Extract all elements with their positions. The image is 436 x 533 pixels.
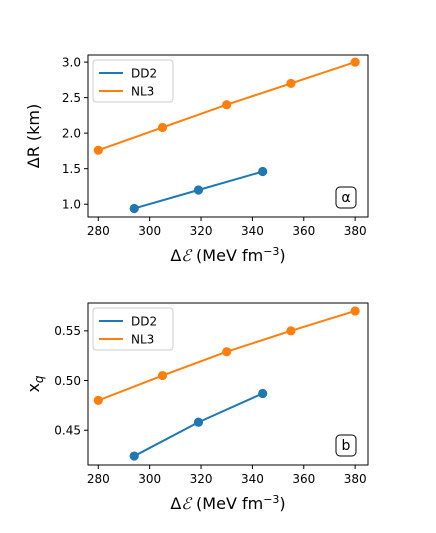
x-tick-label: 380 <box>344 224 367 238</box>
legend-label-dd2: DD2 <box>131 314 157 328</box>
data-point-nl3 <box>350 306 360 316</box>
x-tick-label: 300 <box>138 224 161 238</box>
data-point-dd2 <box>129 203 139 214</box>
panel-tag-box <box>335 434 357 457</box>
data-point-dd2 <box>258 388 268 399</box>
panel-tag-label: b <box>342 438 351 454</box>
x-tick-label: 360 <box>292 472 315 486</box>
x-tick-label: 360 <box>292 224 315 238</box>
plot-frame <box>87 54 369 218</box>
x-tick-label: 280 <box>87 224 110 238</box>
x-tick-label: 300 <box>138 472 161 486</box>
y-axis-title: ΔR (km) <box>24 104 43 168</box>
x-tick-label: 320 <box>190 472 213 486</box>
panel-tag: α <box>335 186 357 209</box>
y-tick-label: 3.0 <box>62 55 81 69</box>
data-point-nl3 <box>222 100 232 110</box>
y-tick-label: 0.50 <box>54 374 81 388</box>
y-axis-title: xq <box>24 375 46 392</box>
legend-label-nl3: NL3 <box>131 332 154 346</box>
data-point-dd2 <box>193 417 204 427</box>
legend-label-nl3: NL3 <box>131 84 154 98</box>
data-point-nl3 <box>157 370 168 381</box>
data-point-dd2 <box>129 451 139 461</box>
x-tick-label: 320 <box>190 224 213 238</box>
legend-label-dd2: DD2 <box>131 66 157 80</box>
data-point-nl3 <box>286 326 296 336</box>
y-tick-label: 1.5 <box>62 162 81 176</box>
panel-2: 280 300 320 340 360 380 0.45 0.50 0.55 Δℰ (MeV fm… <box>24 302 369 513</box>
data-point-nl3 <box>93 395 103 405</box>
data-point-dd2 <box>193 185 204 195</box>
data-point-nl3 <box>350 57 360 67</box>
data-point-nl3 <box>222 347 232 357</box>
y-tick-label: 1.0 <box>62 198 81 212</box>
data-point-nl3 <box>286 78 296 89</box>
y-tick-label: 2.0 <box>62 126 81 140</box>
x-tick-label: 340 <box>241 472 264 486</box>
y-tick-label: 2.5 <box>62 91 81 105</box>
data-point-nl3 <box>157 122 168 133</box>
panel-tag: b <box>335 434 357 457</box>
data-point-dd2 <box>258 166 268 177</box>
x-axis-title: Δℰ (MeV fm−3) <box>170 493 285 513</box>
panel-1: 280 300 320 340 360 380 1.0 1.5 2.0 2.5 3.0 Δℰ (MeV… <box>24 54 369 265</box>
y-tick-label: 0.55 <box>54 324 81 338</box>
data-point-nl3 <box>93 145 103 155</box>
panel-tag-box <box>335 186 357 209</box>
panel-tag-label: α <box>341 190 350 206</box>
y-tick-label: 0.45 <box>54 424 81 438</box>
x-tick-label: 280 <box>87 472 110 486</box>
x-axis-title: Δℰ (MeV fm−3) <box>170 245 285 265</box>
plot-frame <box>87 302 369 466</box>
x-tick-label: 380 <box>344 472 367 486</box>
x-tick-label: 340 <box>241 224 264 238</box>
